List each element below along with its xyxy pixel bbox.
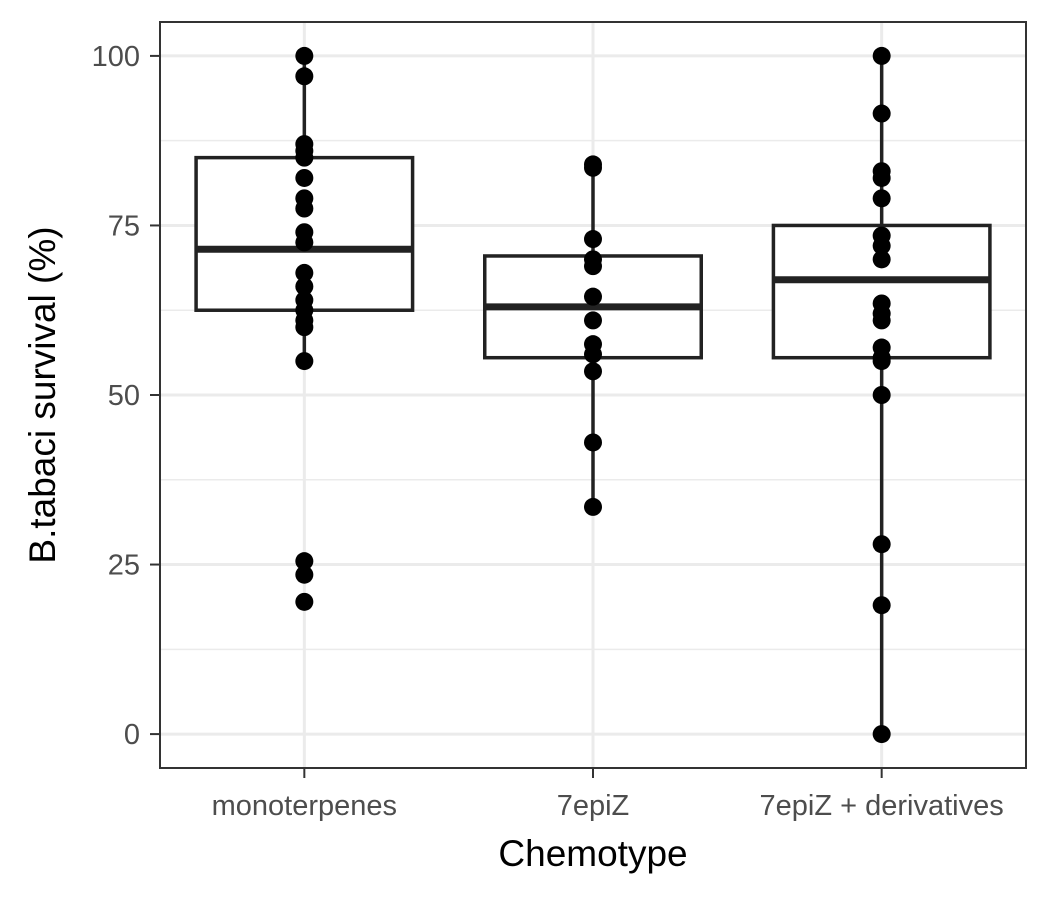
data-point (295, 233, 314, 252)
data-point (295, 565, 314, 584)
x-tick-label: 7epiZ + derivatives (760, 790, 1004, 822)
data-point (584, 497, 602, 516)
y-axis-title: B.tabaci survival (%) (22, 226, 63, 563)
data-point (584, 311, 602, 330)
y-tick-label: 0 (124, 719, 140, 751)
data-point (584, 345, 602, 364)
data-point (295, 263, 314, 282)
data-point (872, 311, 891, 330)
data-point (584, 287, 602, 306)
axes: 0 25 50 75 100 monoterpenes 7epiZ 7epiZ + deriv… (92, 21, 1027, 822)
y-tick-label: 25 (108, 550, 140, 582)
data-points (295, 46, 891, 744)
data-point (295, 318, 314, 337)
data-point (584, 433, 602, 452)
data-point (872, 386, 891, 404)
data-point (872, 725, 891, 744)
data-point (872, 596, 891, 615)
data-point (295, 46, 314, 65)
data-point (872, 189, 891, 208)
x-axis-title: Chemotype (498, 833, 687, 874)
x-tick-label: monoterpenes (212, 790, 397, 822)
data-point (584, 257, 602, 276)
data-point (295, 67, 314, 86)
data-point (295, 592, 314, 611)
data-point (584, 362, 602, 381)
data-point (872, 535, 891, 554)
y-tick-label: 75 (108, 210, 140, 242)
data-point (295, 277, 314, 296)
data-point (872, 250, 891, 269)
x-tick-label: 7epiZ (557, 790, 630, 822)
data-point (584, 230, 602, 249)
y-tick-label: 100 (92, 41, 140, 73)
data-point (872, 236, 891, 255)
data-point (584, 158, 602, 177)
data-point (872, 104, 891, 123)
data-point (295, 552, 314, 571)
data-point (872, 168, 891, 187)
data-point (295, 168, 314, 187)
y-tick-label: 50 (108, 380, 140, 412)
data-point (295, 352, 314, 371)
data-point (295, 148, 314, 167)
data-point (295, 199, 314, 218)
data-point (872, 352, 891, 371)
data-point (872, 46, 891, 65)
